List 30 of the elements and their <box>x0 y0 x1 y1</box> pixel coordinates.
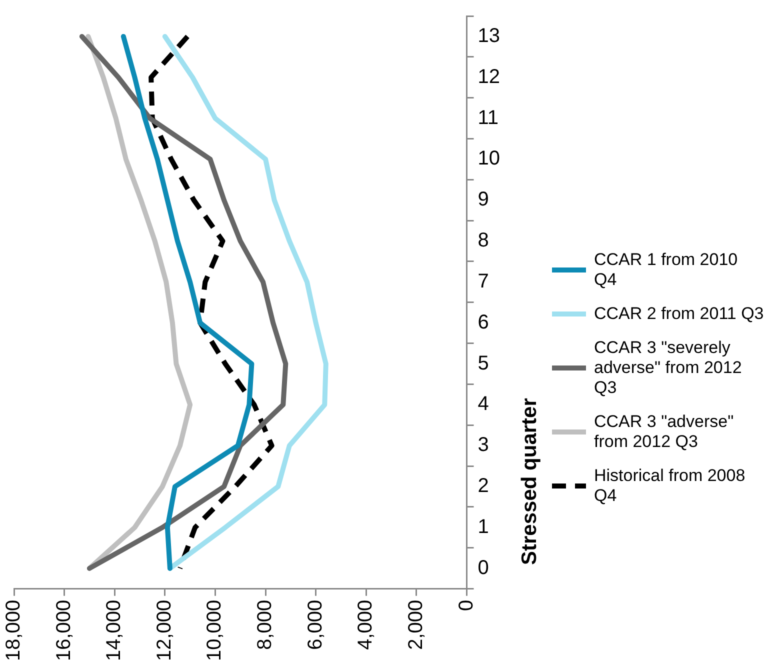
legend-label: CCAR 3 "severely adverse" from 2012 Q3 <box>594 338 743 398</box>
legend-label: Historical from 2008 Q4 <box>594 466 746 506</box>
y-tick-label: 9 <box>478 188 489 211</box>
x-tick-label: 12,000 <box>153 600 176 661</box>
y-tick-label: 12 <box>478 66 500 88</box>
y-tick-label: 10 <box>478 148 500 170</box>
x-tick-label: 16,000 <box>52 600 75 661</box>
x-tick-label: 10,000 <box>204 600 226 661</box>
x-tick-label: 18,000 <box>2 600 25 661</box>
y-tick-label: 8 <box>478 230 489 252</box>
y-tick-label: 1 <box>478 516 489 538</box>
y-tick-label: 2 <box>478 475 489 498</box>
legend-label: CCAR 1 from 2010 Q4 <box>594 250 739 290</box>
x-tick-label: 2,000 <box>404 600 427 650</box>
legend-label: CCAR 3 "adverse" from 2012 Q3 <box>594 412 735 452</box>
y-axis-title: Stressed quarter <box>518 398 542 565</box>
y-tick-label: 5 <box>478 352 489 374</box>
x-tick-label: 8,000 <box>254 600 276 650</box>
y-tick-label: 7 <box>478 270 489 292</box>
y-tick-label: 6 <box>478 311 489 334</box>
y-tick-label: 4 <box>478 393 489 416</box>
y-tick-label: 11 <box>478 106 499 129</box>
y-tick-label: 13 <box>478 24 500 47</box>
x-tick-label: 0 <box>455 600 478 611</box>
y-tick-label: 0 <box>478 556 489 579</box>
x-tick-label: 14,000 <box>103 600 126 661</box>
legend-label: CCAR 2 from 2011 Q3 <box>594 304 764 324</box>
y-tick-label: 3 <box>478 434 489 456</box>
x-tick-label: 6,000 <box>304 600 326 650</box>
x-tick-label: 4,000 <box>354 600 377 650</box>
